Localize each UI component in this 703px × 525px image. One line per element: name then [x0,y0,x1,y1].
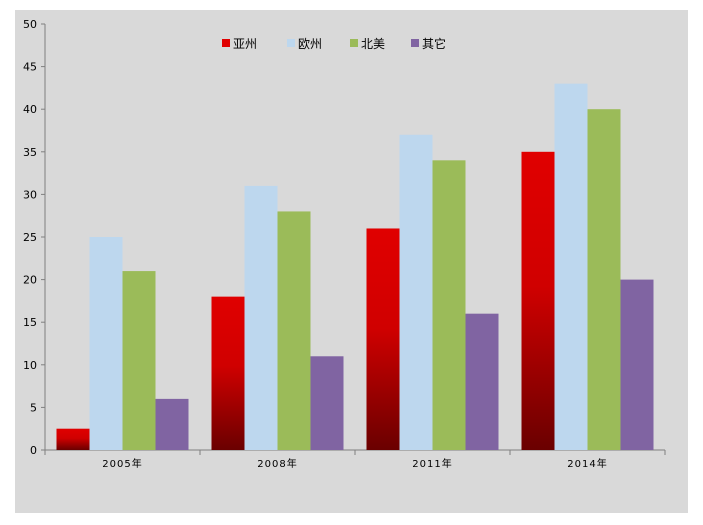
bar [587,109,621,450]
bar [310,356,344,450]
bar [620,279,654,450]
y-tick-label: 35 [23,146,37,159]
bar [399,134,433,450]
y-tick-label: 25 [23,231,37,244]
y-tick-label: 0 [30,444,37,457]
bar [432,160,466,450]
legend-swatch [222,39,230,47]
y-tick-label: 40 [23,103,37,116]
y-tick-label: 45 [23,61,37,74]
x-tick-label: 2014年 [567,457,607,470]
y-tick-label: 15 [23,316,37,329]
legend: 亚州 欧州 北美 其它 [222,36,446,51]
bar [366,228,400,450]
x-tick-label: 2005年 [102,457,142,470]
x-tick-label: 2011年 [412,457,452,470]
bar [244,185,278,450]
bar [521,151,555,451]
bar [465,313,499,450]
bar [155,398,189,450]
bar [554,83,588,450]
bar [89,237,123,450]
legend-label: 亚州 [233,37,257,51]
bars [56,83,654,451]
legend-label: 其它 [422,36,446,51]
legend-label: 北美 [361,37,385,51]
bar [211,296,245,450]
legend-swatch [287,39,295,47]
legend-label: 欧州 [298,37,322,51]
bar [122,271,156,450]
y-tick-label: 20 [23,274,37,287]
axes: 0 5 10 15 20 25 30 35 40 45 50 2005年 2008年 2011年 2014年 [23,18,666,470]
legend-swatch [411,39,419,47]
legend-swatch [350,39,358,47]
y-tick-label: 10 [23,359,37,372]
bar [277,211,311,450]
y-tick-label: 50 [23,18,37,31]
bar [56,428,90,450]
y-tick-label: 30 [23,188,37,201]
y-tick-label: 5 [30,401,37,414]
x-tick-label: 2008年 [257,457,297,470]
